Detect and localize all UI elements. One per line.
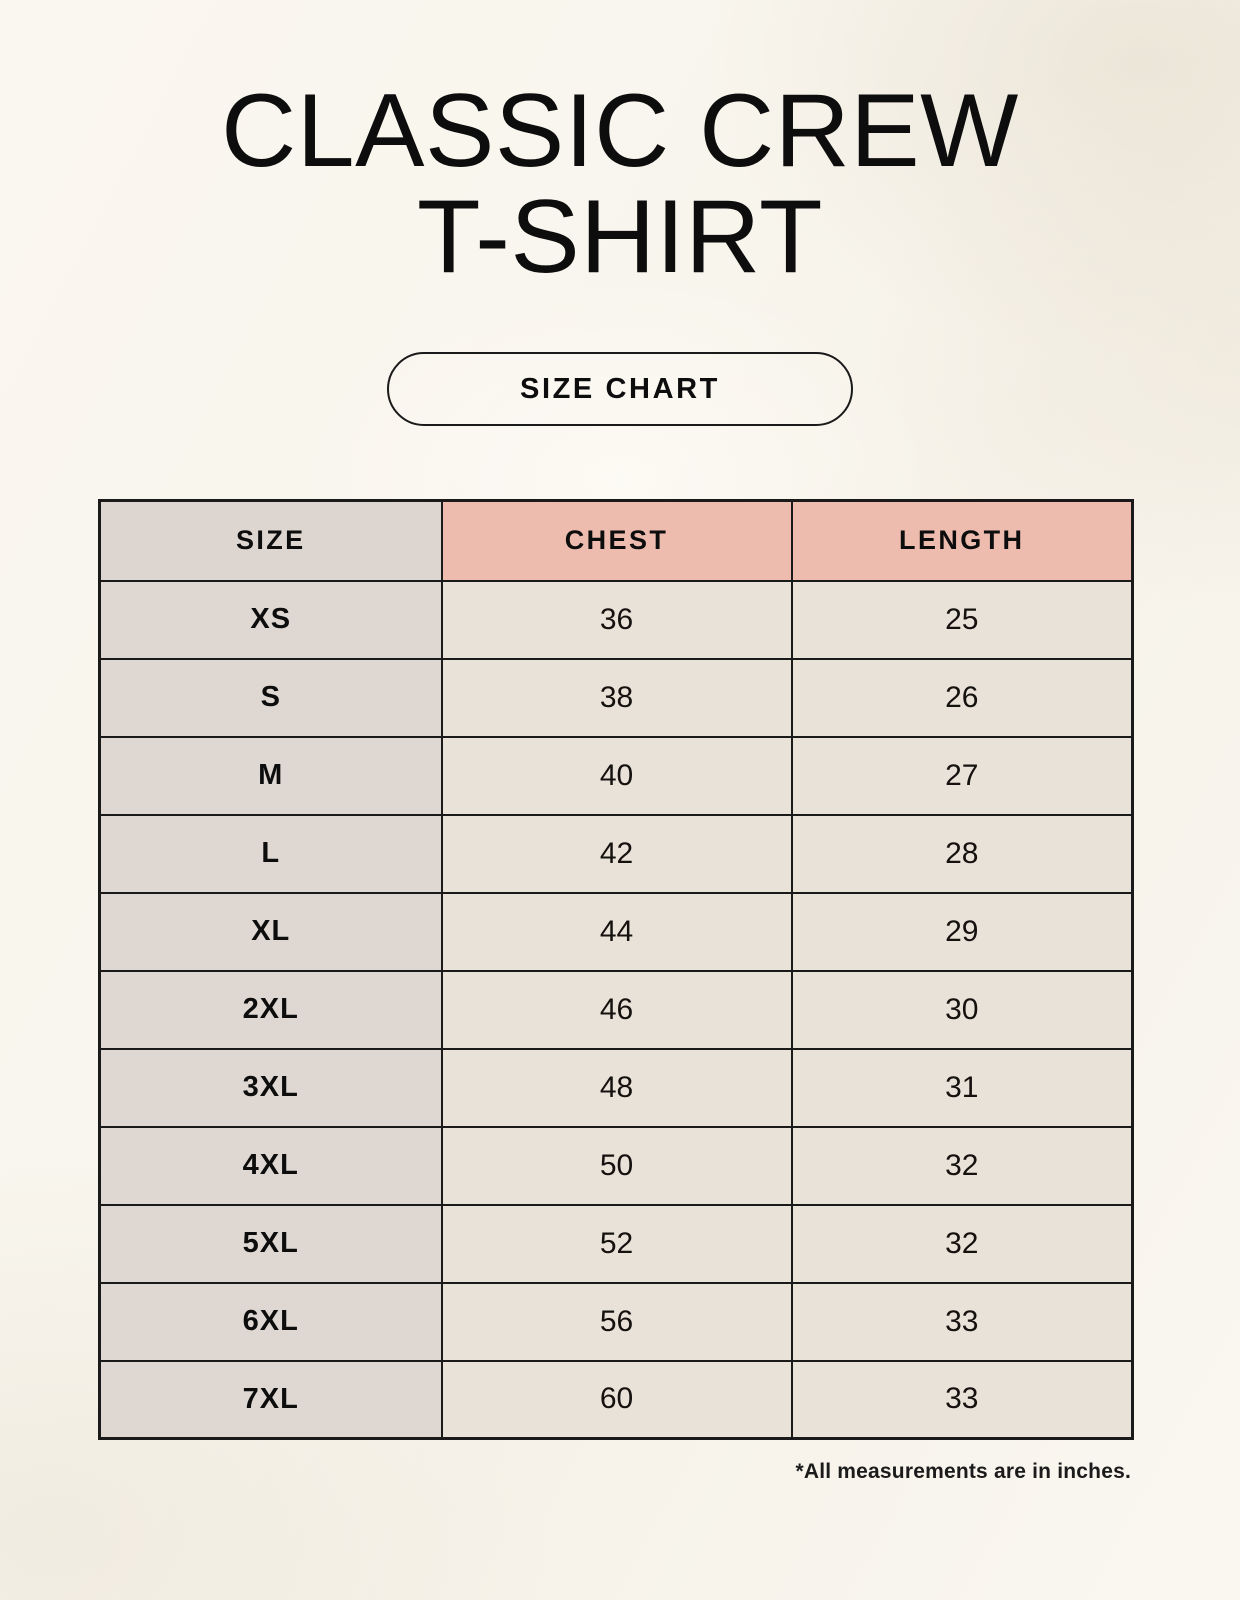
column-header-chest: CHEST (440, 499, 793, 582)
cell-length: 30 (790, 969, 1134, 1050)
table-row: 7XL 60 33 (98, 1359, 1134, 1440)
cell-chest: 40 (440, 735, 793, 816)
cell-size: 5XL (98, 1203, 443, 1284)
cell-length: 32 (790, 1203, 1134, 1284)
badge-row: SIZE CHART (0, 352, 1240, 426)
column-header-size: SIZE (98, 499, 443, 582)
table-row: S 38 26 (98, 657, 1134, 738)
cell-length: 33 (790, 1281, 1134, 1362)
cell-chest: 42 (440, 813, 793, 894)
cell-length: 25 (790, 579, 1134, 660)
cell-chest: 36 (440, 579, 793, 660)
page-title-line-2: T-SHIRT (416, 179, 824, 296)
cell-length: 28 (790, 813, 1134, 894)
cell-size: S (98, 657, 443, 738)
cell-size: 2XL (98, 969, 443, 1050)
cell-size: M (98, 735, 443, 816)
table-row: 4XL 50 32 (98, 1125, 1134, 1206)
cell-length: 29 (790, 891, 1134, 972)
cell-length: 33 (790, 1359, 1134, 1440)
cell-chest: 44 (440, 891, 793, 972)
table-row: L 42 28 (98, 813, 1134, 894)
cell-length: 26 (790, 657, 1134, 738)
cell-chest: 48 (440, 1047, 793, 1128)
table-header: SIZE CHEST LENGTH (98, 499, 1134, 582)
size-chart-badge[interactable]: SIZE CHART (387, 352, 853, 426)
table-header-row: SIZE CHEST LENGTH (98, 499, 1134, 582)
table-row: XL 44 29 (98, 891, 1134, 972)
page-title-line-1: CLASSIC CREW (221, 73, 1019, 189)
cell-size: 6XL (98, 1281, 443, 1362)
cell-size: XL (98, 891, 443, 972)
size-table-container: SIZE CHEST LENGTH XS 36 25 S 38 26 M 40 27 L 42 28 X… (98, 499, 1134, 1440)
cell-chest: 56 (440, 1281, 793, 1362)
table-row: 5XL 52 32 (98, 1203, 1134, 1284)
page-title: CLASSIC CREW T-SHIRT (0, 78, 1240, 290)
cell-chest: 60 (440, 1359, 793, 1440)
cell-chest: 46 (440, 969, 793, 1050)
cell-size: 4XL (98, 1125, 443, 1206)
size-chart-table: SIZE CHEST LENGTH XS 36 25 S 38 26 M 40 27 L 42 28 X… (98, 499, 1134, 1440)
cell-size: 7XL (98, 1359, 443, 1440)
cell-length: 27 (790, 735, 1134, 816)
cell-size: XS (98, 579, 443, 660)
cell-size: 3XL (98, 1047, 443, 1128)
table-row: 2XL 46 30 (98, 969, 1134, 1050)
measurements-footnote: *All measurements are in inches. (795, 1460, 1131, 1483)
table-body: XS 36 25 S 38 26 M 40 27 L 42 28 XL 44 29 2XL 46 30 3XL 48 3… (98, 579, 1134, 1440)
cell-length: 31 (790, 1047, 1134, 1128)
cell-length: 32 (790, 1125, 1134, 1206)
column-header-length: LENGTH (790, 499, 1134, 582)
cell-chest: 50 (440, 1125, 793, 1206)
cell-chest: 52 (440, 1203, 793, 1284)
table-row: XS 36 25 (98, 579, 1134, 660)
table-row: 3XL 48 31 (98, 1047, 1134, 1128)
cell-chest: 38 (440, 657, 793, 738)
cell-size: L (98, 813, 443, 894)
table-row: 6XL 56 33 (98, 1281, 1134, 1362)
table-row: M 40 27 (98, 735, 1134, 816)
